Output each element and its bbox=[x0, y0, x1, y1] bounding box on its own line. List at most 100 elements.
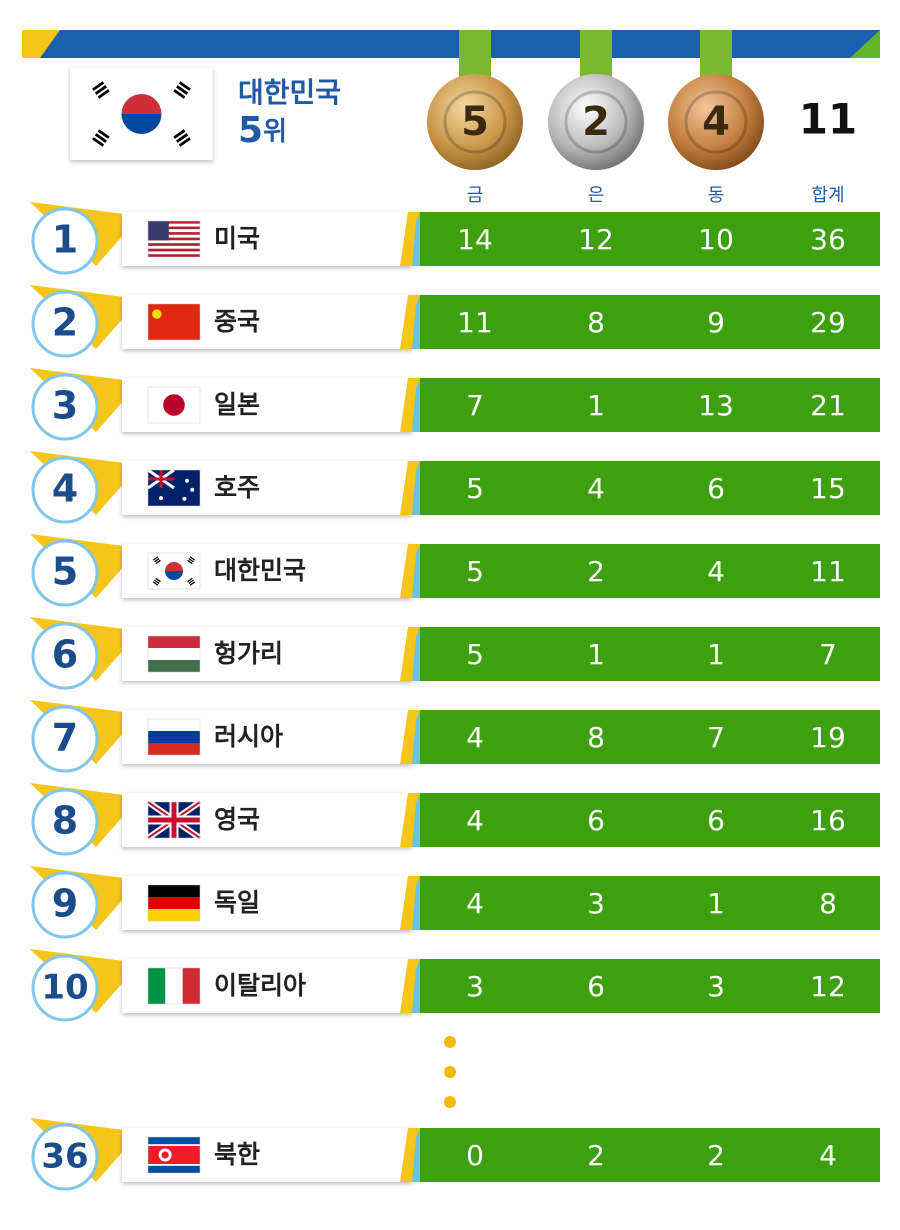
medal-cell: 29 bbox=[810, 306, 846, 339]
flag-part bbox=[189, 581, 196, 586]
flag-part bbox=[148, 909, 200, 921]
country-flag bbox=[148, 636, 200, 672]
country-flag bbox=[147, 468, 200, 506]
flag-part bbox=[190, 487, 195, 492]
ribbon bbox=[580, 30, 612, 80]
flag-part bbox=[176, 133, 189, 143]
flag-part bbox=[148, 229, 200, 233]
country-name: 미국 bbox=[214, 224, 260, 253]
banner-deco bbox=[850, 30, 880, 58]
rank-badge bbox=[31, 788, 99, 856]
flag-part bbox=[148, 240, 200, 244]
flag-part bbox=[152, 581, 159, 586]
medal-cell: 16 bbox=[810, 804, 846, 837]
medal-cell: 11 bbox=[457, 306, 493, 339]
medal-cell: 3 bbox=[707, 970, 725, 1003]
flag-part bbox=[165, 571, 183, 580]
rank-badge bbox=[31, 871, 99, 939]
country-name: 독일 bbox=[214, 888, 260, 917]
flag-part bbox=[97, 89, 110, 99]
flag-part bbox=[92, 81, 105, 91]
flag-part bbox=[148, 743, 200, 755]
medal bbox=[668, 74, 764, 170]
ribbon bbox=[700, 30, 732, 80]
flag-part bbox=[92, 137, 105, 147]
medal bbox=[427, 74, 523, 170]
column-label: 은 bbox=[588, 185, 605, 206]
rank: 5 bbox=[52, 550, 78, 594]
ribbon bbox=[459, 30, 491, 80]
country-flag bbox=[148, 304, 200, 340]
flag-part bbox=[148, 719, 200, 731]
medal-cell: 1 bbox=[587, 389, 605, 422]
flag-part bbox=[148, 248, 200, 252]
country-flag bbox=[148, 221, 200, 257]
flag-part bbox=[187, 559, 193, 565]
country-flag bbox=[148, 387, 200, 423]
medal-cell: 7 bbox=[819, 638, 837, 671]
row-medal-bar bbox=[420, 710, 880, 764]
flag-part bbox=[148, 251, 200, 255]
flag-part bbox=[148, 254, 200, 257]
medal-cell: 4 bbox=[466, 804, 484, 837]
medal-cell: 12 bbox=[810, 970, 846, 1003]
row-medal-bar bbox=[420, 876, 880, 930]
medal-cell: 4 bbox=[587, 472, 605, 505]
medal-cell: 5 bbox=[466, 555, 484, 588]
row-deco bbox=[412, 378, 420, 432]
flag-border bbox=[147, 303, 201, 341]
rank-badge bbox=[31, 539, 99, 607]
rank: 10 bbox=[41, 968, 88, 1008]
flag-part bbox=[173, 129, 186, 139]
medal-cell: 3 bbox=[466, 970, 484, 1003]
medal-cell: 5 bbox=[466, 472, 484, 505]
flag-part bbox=[148, 731, 200, 743]
flag-part bbox=[148, 897, 200, 909]
flag-part bbox=[148, 234, 200, 238]
ellipsis-dot bbox=[444, 1096, 456, 1108]
flag-part bbox=[148, 885, 200, 897]
flag-part bbox=[148, 1146, 200, 1164]
row-deco bbox=[412, 1128, 420, 1182]
flag-part bbox=[148, 237, 200, 241]
flag-part bbox=[121, 114, 162, 134]
rank: 36 bbox=[41, 1137, 88, 1177]
flag-part bbox=[148, 232, 200, 235]
flag-part bbox=[163, 394, 185, 416]
flag-part bbox=[161, 1151, 169, 1159]
flag-part bbox=[165, 562, 183, 571]
flag-border bbox=[147, 220, 201, 258]
flag-part bbox=[189, 556, 196, 561]
medal-cell: 21 bbox=[810, 389, 846, 422]
rank-badge bbox=[31, 705, 99, 773]
flag-border bbox=[147, 386, 201, 424]
rank-badge bbox=[31, 373, 99, 441]
row-deco bbox=[412, 627, 420, 681]
country-name: 헝가리 bbox=[214, 639, 283, 668]
medal-cell: 7 bbox=[466, 389, 484, 422]
row-medal-bar bbox=[420, 461, 880, 515]
korea-flag bbox=[80, 74, 203, 154]
flag-part bbox=[94, 133, 107, 143]
medal-cell: 4 bbox=[466, 887, 484, 920]
ellipsis-dot bbox=[444, 1036, 456, 1048]
flag-part bbox=[148, 470, 174, 488]
medal-cell: 0 bbox=[466, 1139, 484, 1172]
medal-cell: 8 bbox=[819, 887, 837, 920]
flag-border bbox=[147, 718, 201, 756]
flag-part bbox=[152, 309, 162, 319]
flag-border bbox=[147, 552, 201, 590]
medal-cell: 7 bbox=[707, 721, 725, 754]
flag-border bbox=[147, 801, 201, 839]
medal-cell: 1 bbox=[707, 887, 725, 920]
flag-part bbox=[148, 226, 200, 230]
rank: 1 bbox=[52, 218, 78, 262]
rank-badge bbox=[31, 1123, 99, 1191]
rank: 2 bbox=[52, 301, 78, 345]
medal-cell: 2 bbox=[587, 555, 605, 588]
row-deco bbox=[412, 793, 420, 847]
row-deco bbox=[412, 959, 420, 1013]
medal-cell: 11 bbox=[810, 555, 846, 588]
medal-cell: 8 bbox=[587, 721, 605, 754]
row-medal-bar bbox=[420, 793, 880, 847]
